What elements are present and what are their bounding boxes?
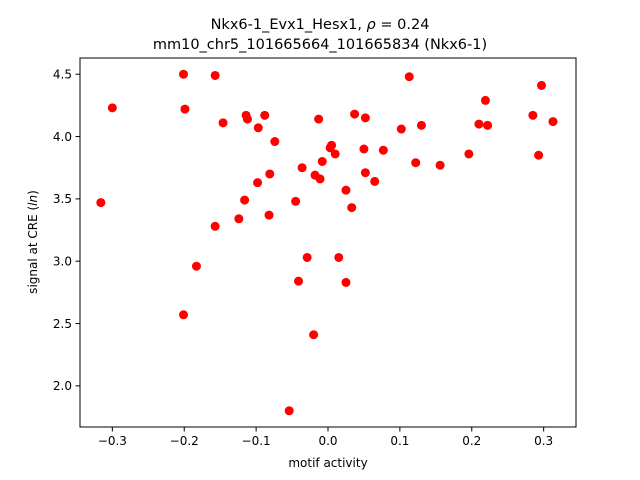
data-point-48 [474,119,484,129]
data-point-53 [537,80,546,90]
x-tick-label-1: −0.2 [170,434,199,448]
x-tick-label-2: −0.1 [242,434,271,448]
data-point-33 [341,277,351,287]
data-point-54 [548,117,558,127]
plot-frame [79,57,577,428]
data-point-10 [240,195,250,205]
data-point-27 [315,174,325,184]
data-point-23 [302,252,312,262]
data-point-35 [347,203,357,213]
data-point-4 [179,310,189,320]
x-tick-label-4: 0.1 [390,434,409,448]
data-point-1 [107,103,117,113]
data-point-9 [234,214,244,224]
x-tick-label-6: 0.3 [534,434,553,448]
data-point-47 [464,149,474,159]
data-point-30 [327,140,337,150]
data-points [96,69,558,416]
data-point-18 [270,137,280,147]
chart-title-line1: Nkx6-1_Evx1_Hesx1, ρ = 0.24 [211,17,430,33]
data-point-19 [284,406,294,416]
data-point-21 [294,276,304,286]
data-point-17 [265,169,275,179]
data-point-7 [210,221,220,231]
data-point-12 [242,114,252,124]
data-point-39 [360,168,370,178]
data-point-50 [483,120,493,130]
data-point-28 [317,156,327,166]
data-point-45 [416,120,426,130]
data-point-16 [264,210,274,220]
data-point-6 [210,70,220,80]
y-axis-label: signal at CRE (ln) [26,190,40,294]
data-point-13 [253,178,263,188]
data-point-41 [378,145,388,155]
x-tick-label-0: −0.3 [98,434,127,448]
chart-title-line2: mm10_chr5_101665664_101665834 (Nkx6-1) [153,37,487,53]
x-tick-label-3: 0.0 [318,434,337,448]
data-point-36 [350,109,360,119]
data-point-31 [330,149,340,159]
data-point-43 [404,72,414,82]
y-tick-label-2: 3.0 [53,254,72,268]
data-point-26 [314,114,324,124]
y-tick-label-1: 2.5 [53,317,72,331]
data-point-14 [253,123,263,133]
data-point-49 [480,95,490,105]
data-point-51 [528,110,538,120]
data-point-8 [218,118,228,128]
y-tick-label-3: 3.5 [53,192,72,206]
data-point-46 [435,160,445,170]
data-point-5 [191,261,201,271]
data-point-22 [297,163,307,173]
data-point-3 [180,104,190,114]
y-tick-label-0: 2.0 [53,379,72,393]
data-point-38 [360,113,370,123]
data-point-2 [179,69,189,79]
x-tick-label-5: 0.2 [462,434,481,448]
y-tick-label-5: 4.5 [53,68,72,82]
data-point-15 [260,110,270,120]
data-point-37 [359,144,369,154]
data-point-0 [96,198,106,208]
data-point-24 [309,330,319,340]
data-point-34 [341,185,351,195]
data-point-42 [396,124,406,134]
y-axis-ticks: 2.0 2.5 3.0 3.5 4.0 4.5 [53,68,80,393]
data-point-20 [291,196,301,206]
x-axis-ticks: −0.3 −0.2 −0.1 0.0 0.1 0.2 0.3 [98,427,553,448]
data-point-52 [534,150,544,160]
data-point-32 [334,252,344,262]
data-point-40 [370,176,380,186]
data-point-44 [411,158,421,168]
x-axis-label: motif activity [288,456,367,470]
y-tick-label-4: 4.0 [53,130,72,144]
